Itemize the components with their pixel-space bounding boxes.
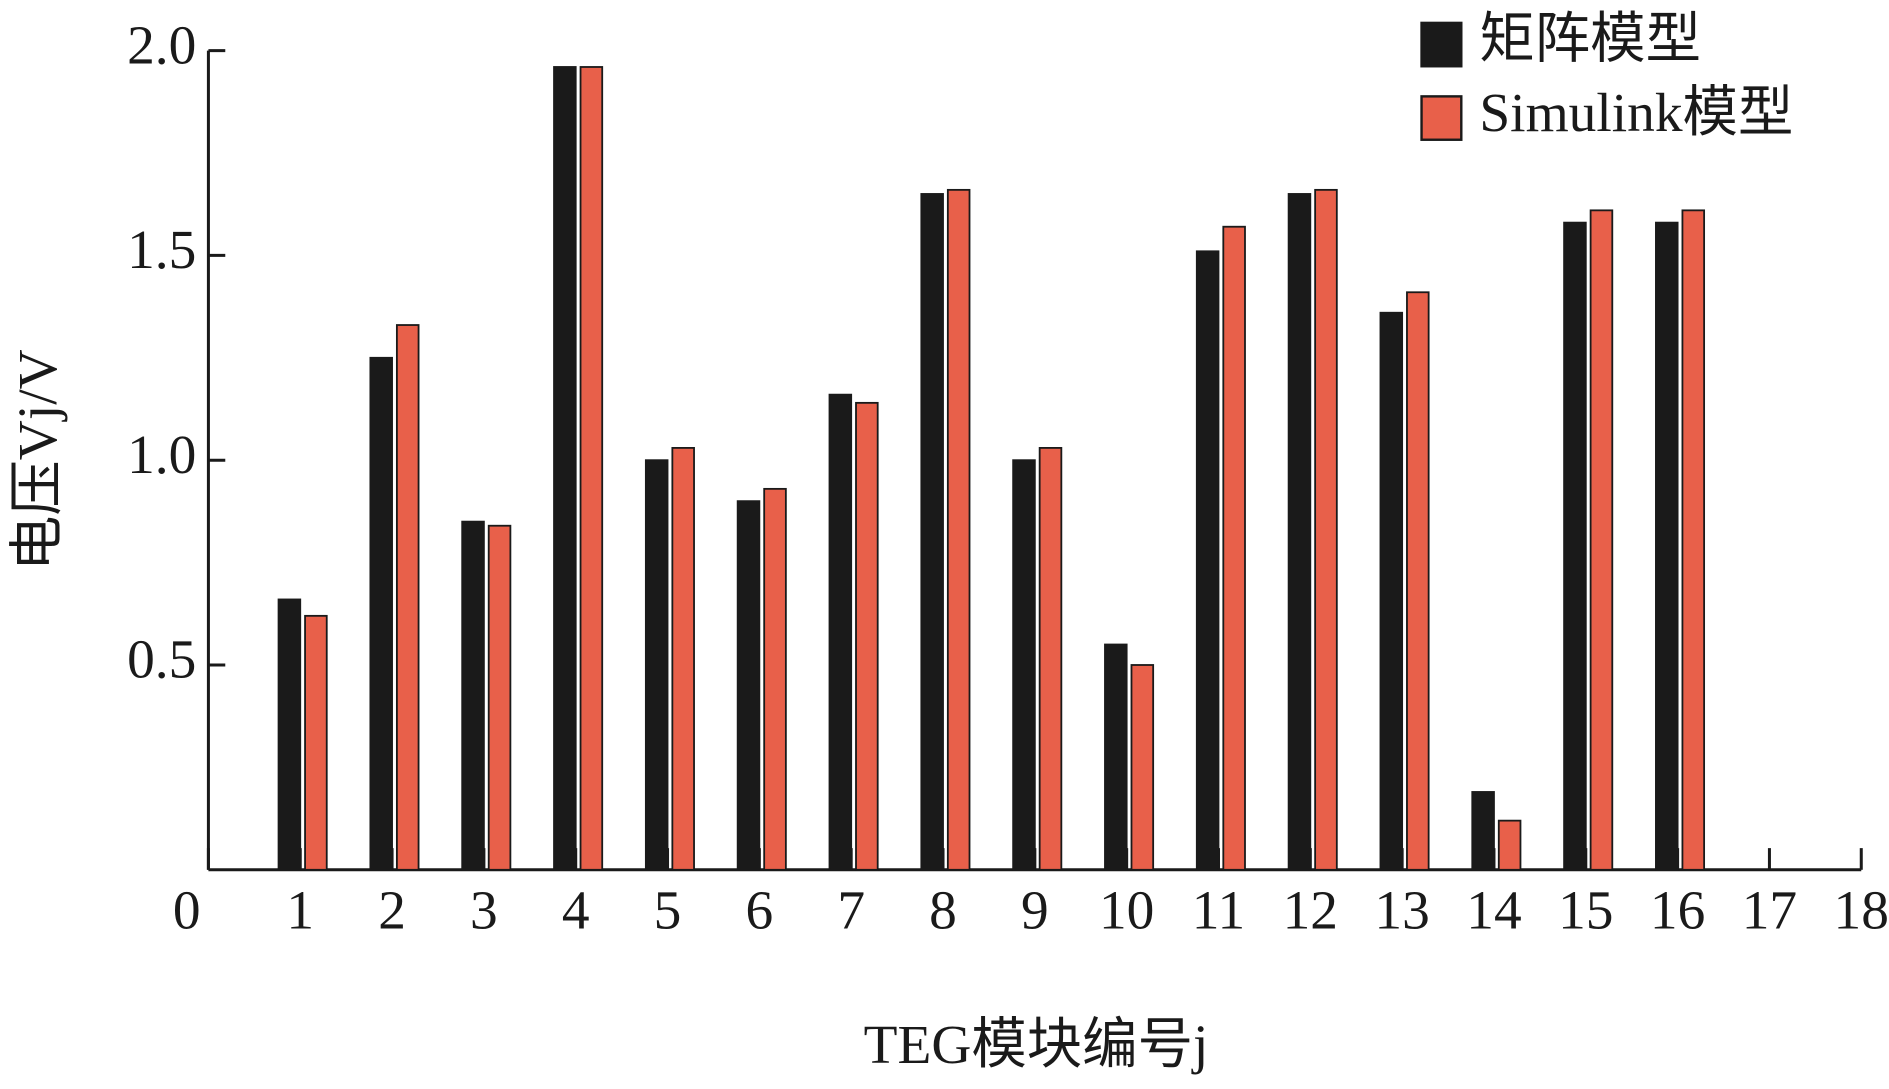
legend-label: 矩阵模型 [1479, 8, 1701, 69]
y-tick-label: 0.5 [127, 629, 196, 690]
y-tick-label: 2.0 [127, 14, 196, 75]
bar [1130, 664, 1155, 871]
x-tick-label: 0 [173, 879, 201, 940]
bar [1497, 819, 1522, 871]
x-tick-label: 4 [562, 879, 590, 940]
bar [277, 598, 302, 871]
bar [1406, 291, 1430, 871]
bar [1222, 225, 1246, 871]
bar [1314, 188, 1338, 871]
bar [1655, 221, 1679, 871]
x-tick-label: 8 [929, 879, 957, 940]
bar [736, 500, 761, 871]
bar [1563, 221, 1587, 871]
y-tick-label: 1.0 [127, 424, 196, 485]
legend-swatch [1420, 21, 1463, 68]
x-tick-label: 11 [1192, 879, 1245, 940]
x-tick-label: 12 [1283, 879, 1338, 940]
bar [763, 487, 787, 871]
bar [461, 520, 485, 871]
bar [828, 393, 853, 871]
bar [1681, 209, 1706, 871]
x-tick-label: 1 [286, 879, 314, 940]
bar [1038, 447, 1063, 871]
x-axis-label: TEG模块编号j [864, 1014, 1209, 1075]
bar [395, 324, 420, 871]
legend-swatch [1420, 95, 1463, 141]
x-tick-label: 5 [654, 879, 682, 940]
bar [579, 66, 604, 871]
x-tick-label: 10 [1099, 879, 1154, 940]
bar [1104, 643, 1128, 871]
bar [1589, 209, 1614, 871]
x-tick-label: 18 [1834, 879, 1889, 940]
bar [369, 356, 393, 871]
x-tick-label: 14 [1466, 879, 1521, 940]
bar [644, 459, 669, 871]
bar [304, 614, 328, 871]
y-axis-label: 电压Vj/V [7, 349, 68, 571]
bar [1012, 459, 1036, 871]
x-tick-label: 7 [837, 879, 865, 940]
bar [1287, 193, 1312, 871]
plot: TEG模块编号j 电压Vj/V 0.51.01.52.00 1 2 3 4 5 6 7 8 9 10… [7, 8, 1889, 1075]
x-tick-label: 6 [746, 879, 774, 940]
bar [1195, 250, 1220, 871]
x-tick-label: 3 [470, 879, 498, 940]
bar [920, 193, 944, 871]
x-tick-label: 13 [1374, 879, 1429, 940]
x-tick-label: 16 [1650, 879, 1705, 940]
bar [671, 447, 695, 871]
bar [1471, 791, 1495, 871]
x-tick-label: 9 [1021, 879, 1049, 940]
y-tick-label: 1.5 [127, 219, 196, 280]
bar [946, 188, 971, 871]
x-tick-label: 17 [1742, 879, 1797, 940]
x-tick-label: 2 [378, 879, 406, 940]
bar [487, 524, 512, 871]
bar [553, 66, 577, 871]
bar [1379, 311, 1404, 871]
x-tick-label: 15 [1558, 879, 1613, 940]
bar [855, 401, 879, 871]
legend-label: Simulink模型 [1479, 82, 1793, 143]
